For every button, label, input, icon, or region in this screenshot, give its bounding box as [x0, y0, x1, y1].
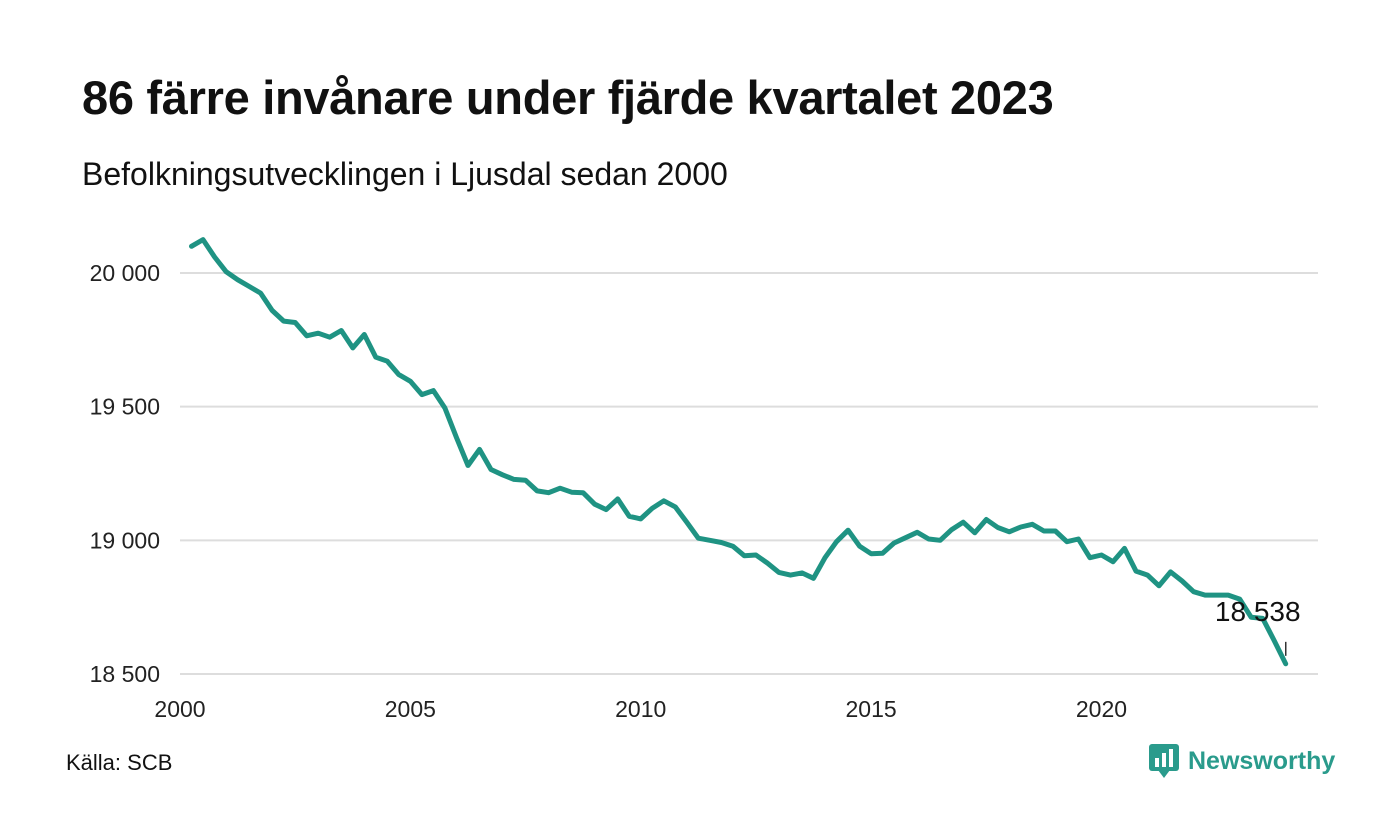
y-tick-label: 20 000 — [90, 260, 160, 286]
x-tick-label: 2005 — [385, 696, 436, 722]
x-axis-ticks: 2000 2005 2010 2015 2020 — [154, 696, 1127, 722]
x-tick-label: 2020 — [1076, 696, 1127, 722]
brand-logo: Newsworthy — [1148, 743, 1335, 779]
y-tick-label: 18 500 — [90, 661, 160, 687]
source-note: Källa: SCB — [66, 750, 173, 775]
y-tick-label: 19 000 — [90, 527, 160, 553]
end-value-label: 18 538 — [1215, 596, 1301, 627]
x-tick-label: 2000 — [154, 696, 205, 722]
brand-name: Newsworthy — [1188, 746, 1336, 775]
chart-subtitle: Befolkningsutvecklingen i Ljusdal sedan … — [82, 156, 728, 192]
gridlines — [180, 272, 1318, 675]
newsworthy-logo-icon — [1149, 744, 1179, 778]
x-tick-label: 2010 — [615, 696, 666, 722]
y-tick-label: 19 500 — [90, 394, 160, 420]
chart-title: 86 färre invånare under fjärde kvartalet… — [82, 71, 1054, 124]
x-tick-label: 2015 — [846, 696, 897, 722]
y-axis-ticks: 18 500 19 000 19 500 20 000 — [90, 260, 160, 687]
population-series-line — [189, 237, 1289, 667]
